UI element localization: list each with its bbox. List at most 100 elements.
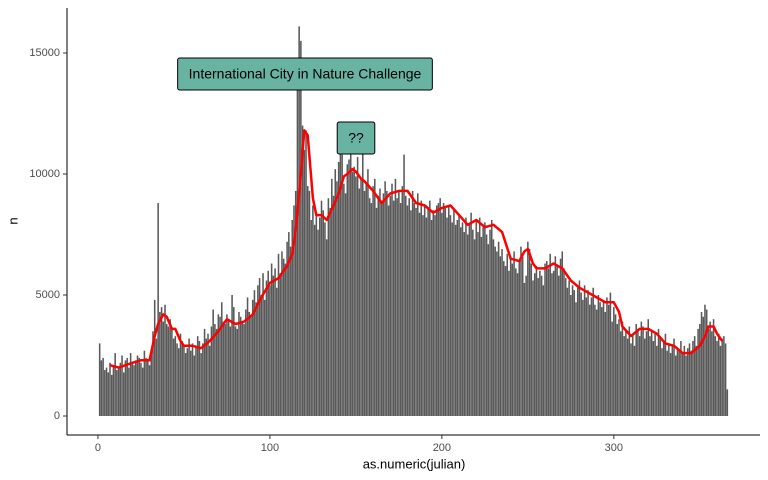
bar	[692, 340, 694, 417]
bar	[719, 345, 722, 417]
bar	[451, 222, 453, 417]
bar	[582, 299, 584, 417]
bar	[363, 190, 366, 417]
bar	[358, 188, 361, 417]
bar	[102, 357, 104, 417]
bar	[635, 324, 637, 417]
bar	[174, 336, 177, 417]
bar	[104, 370, 106, 417]
bar	[184, 353, 187, 417]
bar	[631, 333, 634, 417]
bar	[472, 229, 474, 417]
bar	[571, 285, 574, 417]
bar	[503, 261, 505, 417]
bar	[573, 290, 576, 417]
bar	[234, 326, 237, 417]
bar	[466, 234, 469, 417]
bar	[477, 232, 479, 417]
bar	[98, 343, 101, 417]
bar	[112, 365, 115, 417]
bar	[365, 183, 367, 417]
bar	[155, 338, 158, 417]
bar	[680, 340, 682, 417]
bar	[516, 273, 519, 417]
bar	[131, 362, 134, 417]
bar	[349, 149, 352, 417]
bar	[157, 203, 159, 417]
bar	[463, 232, 466, 417]
y-tick-label: 0	[54, 410, 60, 422]
bar	[539, 270, 541, 417]
bar	[704, 304, 706, 417]
bar	[193, 355, 196, 417]
bar	[709, 321, 711, 417]
bar	[382, 193, 385, 417]
bar	[547, 268, 550, 417]
bar	[418, 212, 421, 417]
bar	[649, 336, 651, 417]
bar	[628, 326, 631, 417]
bar	[606, 297, 608, 417]
bar	[599, 302, 601, 417]
bar	[697, 328, 699, 417]
bar	[580, 292, 582, 417]
bar	[312, 205, 314, 417]
bar	[140, 362, 142, 417]
bar	[231, 295, 233, 417]
bar	[167, 326, 170, 417]
bar	[398, 190, 400, 417]
bar	[640, 321, 643, 417]
bar	[380, 200, 383, 417]
bar	[429, 200, 431, 417]
bar	[614, 314, 617, 417]
bar	[489, 229, 491, 417]
bar	[269, 285, 271, 417]
bar	[138, 357, 140, 417]
bar	[337, 161, 340, 417]
bar	[331, 178, 333, 417]
bar	[618, 319, 620, 417]
bar	[243, 324, 245, 417]
bar	[525, 275, 527, 417]
bar	[552, 270, 555, 417]
bar	[564, 278, 567, 417]
bar	[391, 183, 393, 417]
bar	[281, 251, 283, 417]
bar	[506, 253, 508, 417]
bar	[647, 319, 649, 417]
bar	[535, 265, 538, 417]
bar	[160, 307, 163, 417]
bar	[181, 340, 183, 417]
bar	[681, 353, 684, 417]
bar	[317, 229, 319, 417]
bar	[688, 343, 691, 417]
bar	[607, 304, 610, 417]
bar	[460, 227, 462, 417]
bar	[520, 246, 522, 417]
bar	[332, 195, 335, 417]
bar	[164, 304, 166, 417]
bar	[272, 275, 275, 417]
bar	[432, 210, 435, 417]
bar	[109, 362, 111, 417]
bar	[205, 338, 208, 417]
bar	[222, 321, 225, 417]
bar	[190, 350, 192, 417]
bar	[236, 328, 239, 417]
bar	[153, 299, 156, 417]
bar	[171, 328, 173, 417]
bar	[348, 159, 350, 417]
bar	[392, 200, 395, 417]
bar	[721, 338, 723, 417]
bar	[695, 345, 698, 417]
bar	[549, 253, 551, 417]
bar	[248, 311, 251, 417]
bar	[473, 239, 476, 417]
bar	[401, 186, 404, 417]
bar	[480, 236, 483, 417]
bar	[406, 205, 409, 417]
bar	[217, 314, 220, 417]
bar	[133, 365, 135, 417]
bar	[521, 256, 524, 417]
